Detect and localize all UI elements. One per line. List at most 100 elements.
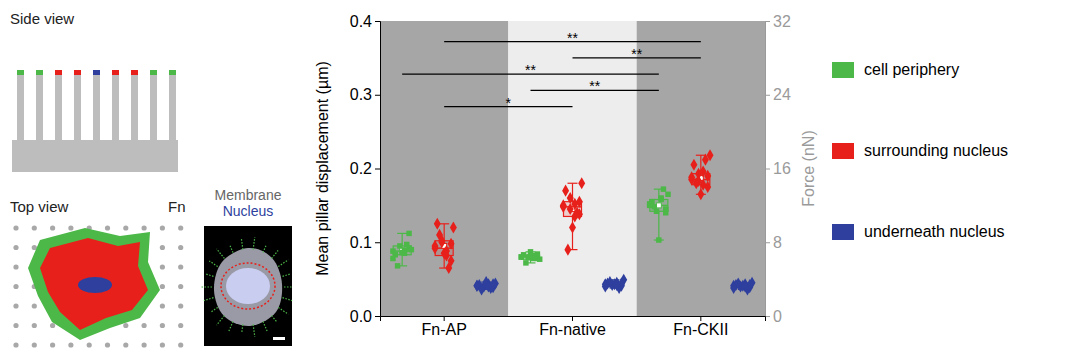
pillar	[17, 74, 24, 140]
pillar-dot	[87, 342, 92, 347]
tick: 32	[765, 13, 791, 30]
pillar	[93, 74, 100, 140]
pillar-dot	[13, 323, 18, 328]
tick-label: Fn-CKII	[673, 321, 728, 338]
tick-label: 16	[773, 160, 791, 177]
pillar-cap	[17, 70, 24, 75]
data-point	[519, 254, 524, 259]
pillar-dot	[13, 264, 18, 269]
data-point	[700, 165, 707, 177]
pillar-cap	[112, 70, 119, 75]
data-point	[523, 260, 528, 265]
pillar-dot	[105, 225, 110, 230]
pillar-dot	[50, 323, 55, 328]
pillar-dot	[142, 342, 147, 347]
significance-label: **	[631, 46, 642, 62]
surrounding-nucleus-region	[40, 238, 148, 330]
pillar-dot	[178, 303, 183, 308]
pillar-cap	[55, 70, 62, 75]
tick-mark	[375, 242, 380, 243]
data-point	[562, 185, 569, 197]
pillar-cap	[169, 70, 176, 75]
data-point	[661, 186, 666, 191]
pillar-dot	[160, 245, 165, 250]
category-band	[380, 21, 508, 316]
tick: Fn-AP	[421, 316, 466, 338]
data-point	[443, 245, 450, 257]
pillar-dot	[160, 225, 165, 230]
x-axis-line	[381, 317, 766, 322]
whisker	[658, 211, 659, 240]
data-point	[519, 254, 524, 259]
data-point	[450, 221, 457, 233]
pillar-dot	[178, 284, 183, 289]
panel-title: Side view	[10, 10, 74, 27]
periphery-vector	[211, 307, 218, 312]
pillar-dot	[142, 323, 147, 328]
tick-label: 0.4	[350, 13, 372, 30]
tick-label: 0.3	[350, 86, 372, 103]
y2-axis-title: Force (nN)	[800, 130, 817, 206]
tick: 0.1	[350, 234, 380, 251]
data-point	[404, 242, 409, 247]
data-point	[647, 201, 652, 206]
data-point	[448, 255, 455, 267]
data-point	[730, 282, 737, 294]
significance: *********	[402, 30, 701, 111]
legend: cell peripherysurrounding nucleusunderne…	[832, 61, 1008, 240]
tick-mark	[444, 316, 445, 321]
pillar-dot	[142, 225, 147, 230]
tick: 8	[765, 234, 782, 251]
pillar-cap	[36, 70, 43, 75]
pillar-dot	[160, 323, 165, 328]
periphery-vector	[209, 261, 217, 267]
pillar-dot	[160, 303, 165, 308]
tick-mark	[572, 316, 573, 321]
pillar-dot	[160, 342, 165, 347]
pillar-dot	[160, 284, 165, 289]
significance-label: *	[506, 95, 512, 111]
data-point	[613, 279, 620, 291]
pillar	[169, 74, 176, 140]
data-point	[485, 280, 492, 292]
tick-label: 32	[773, 13, 791, 30]
data-point	[578, 177, 585, 189]
legend-swatch	[832, 143, 854, 159]
plot-area	[390, 149, 755, 295]
data-point	[695, 175, 702, 187]
y-axis-title: Mean pillar displacement (µm)	[314, 61, 331, 276]
periphery-vector	[283, 274, 291, 276]
pillar	[131, 74, 138, 140]
periphery-vector	[241, 239, 242, 249]
periphery-vector	[283, 298, 293, 301]
pillar-cap	[74, 70, 81, 75]
legend-label: surrounding nucleus	[864, 142, 1008, 159]
data-point	[663, 210, 668, 215]
pillar-dot	[178, 245, 183, 250]
panel-title: Top view	[10, 198, 69, 215]
data-point	[602, 280, 609, 292]
data-point	[409, 247, 414, 252]
pillar-dot	[32, 303, 37, 308]
substrate	[12, 140, 178, 172]
data-point	[560, 199, 567, 211]
data-point	[402, 248, 407, 253]
pillar	[112, 74, 119, 140]
periphery-vector	[278, 260, 288, 267]
pillar-dot	[13, 225, 18, 230]
pillar	[150, 74, 157, 140]
pillar-dot	[178, 323, 183, 328]
periphery-vector	[230, 245, 233, 253]
data-point	[564, 244, 571, 256]
nucleus-outline	[221, 263, 275, 309]
pillar	[74, 74, 81, 140]
image-label: Nucleus	[223, 203, 274, 219]
data-point	[656, 237, 661, 242]
schematic: Side viewTop viewFnMembraneNucleus	[10, 10, 292, 348]
tick: 24	[765, 86, 791, 103]
legend-swatch	[832, 224, 854, 240]
pillar-dot	[13, 284, 18, 289]
whisker	[402, 255, 403, 266]
legend-swatch	[832, 62, 854, 78]
legend-label: cell periphery	[864, 61, 959, 78]
